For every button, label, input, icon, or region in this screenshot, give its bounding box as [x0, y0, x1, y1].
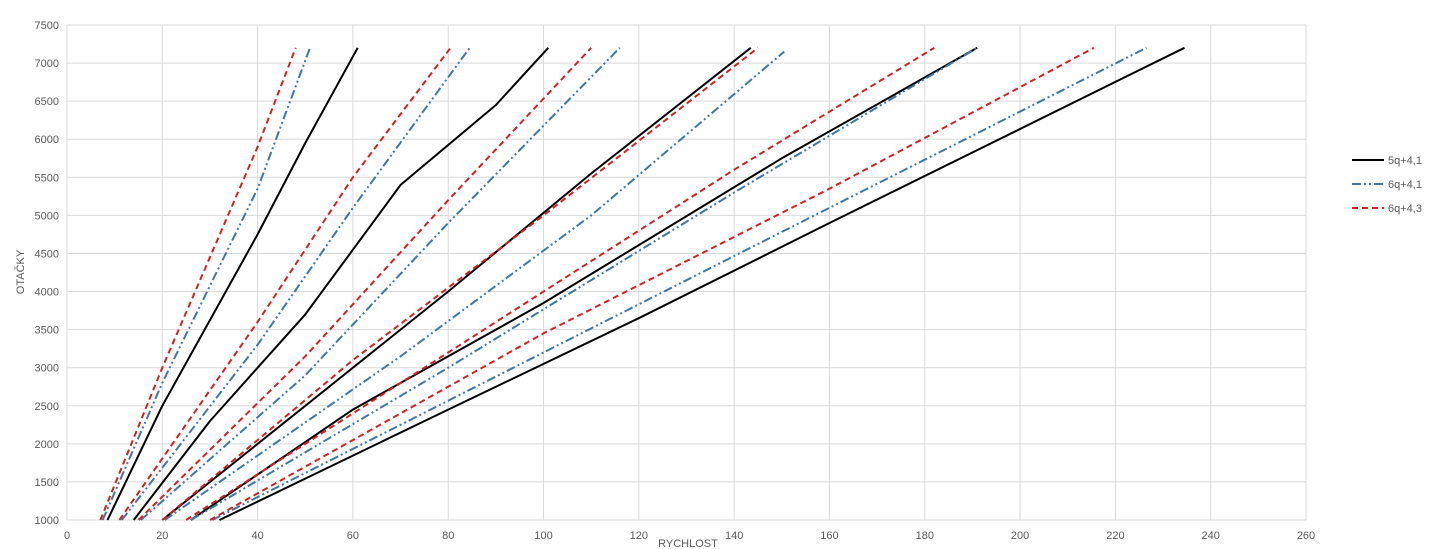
y-axis-title: OTAČKY	[14, 249, 27, 294]
x-tick-label: 20	[156, 530, 168, 542]
series-line-0-gear-2	[132, 47, 550, 521]
y-tick-label: 1000	[35, 515, 59, 527]
series-line-2-gear-5	[185, 46, 935, 521]
legend-label: 5q+4,1	[1388, 155, 1422, 167]
x-tick-label: 40	[251, 530, 263, 542]
y-tick-label: 2000	[35, 439, 59, 451]
series-line-2-gear-2	[118, 47, 452, 521]
x-tick-label: 240	[1202, 530, 1220, 542]
y-tick-label: 6000	[35, 134, 59, 146]
x-tick-label: 0	[64, 530, 70, 542]
x-axis-ticks: 0 20 40 60 80 100 120 140 160 180 200 220 240 260	[64, 530, 1315, 542]
x-tick-label: 180	[916, 530, 934, 542]
y-tick-label: 7500	[35, 20, 59, 32]
series-line-0-gear-1	[106, 47, 359, 521]
x-tick-label: 80	[442, 530, 454, 542]
series-line-0-gear-3	[161, 47, 752, 521]
x-tick-label: 160	[820, 530, 838, 542]
series-line-1-gear-4	[164, 50, 785, 521]
series-line-2-gear-1	[99, 47, 297, 521]
x-tick-label: 220	[1106, 530, 1124, 542]
series-line-0-gear-4	[190, 46, 978, 521]
series-lines	[99, 46, 1185, 521]
series-line-1-gear-2	[121, 47, 471, 521]
series-line-1-gear-1	[101, 47, 311, 521]
series-line-1-gear-3	[140, 47, 621, 521]
x-tick-label: 120	[630, 530, 648, 542]
y-tick-label: 7000	[35, 58, 59, 70]
y-axis-ticks: 1000 1500 2000 2500 3000 3500 4000 4500 5000 5500…	[35, 20, 59, 527]
series-0	[106, 46, 1185, 521]
y-tick-label: 5500	[35, 172, 59, 184]
series-line-1-gear-5	[190, 46, 978, 521]
y-tick-label: 3500	[35, 325, 59, 337]
y-tick-label: 6500	[35, 96, 59, 108]
series-line-0-gear-5	[219, 46, 1185, 521]
series-2	[99, 46, 1095, 521]
legend-label: 6q+4,3	[1388, 203, 1422, 215]
x-tick-label: 260	[1297, 530, 1315, 542]
y-tick-label: 5000	[35, 210, 59, 222]
x-tick-label: 60	[347, 530, 359, 542]
legend: 5q+4,1 6q+4,1 6q+4,3	[1352, 155, 1422, 215]
x-axis-title: RYCHLOST	[658, 538, 718, 549]
x-tick-label: 100	[534, 530, 552, 542]
y-tick-label: 4500	[35, 248, 59, 260]
x-tick-label: 140	[725, 530, 743, 542]
y-tick-label: 2500	[35, 401, 59, 413]
series-line-2-gear-4	[161, 47, 759, 521]
y-tick-label: 1500	[35, 477, 59, 489]
series-1	[101, 46, 1147, 521]
y-tick-label: 4000	[35, 287, 59, 299]
y-tick-label: 3000	[35, 363, 59, 375]
series-line-1-gear-6	[211, 46, 1147, 521]
x-tick-label: 200	[1011, 530, 1029, 542]
series-line-2-gear-6	[209, 46, 1095, 521]
gridlines	[66, 24, 1307, 521]
legend-label: 6q+4,1	[1388, 179, 1422, 191]
